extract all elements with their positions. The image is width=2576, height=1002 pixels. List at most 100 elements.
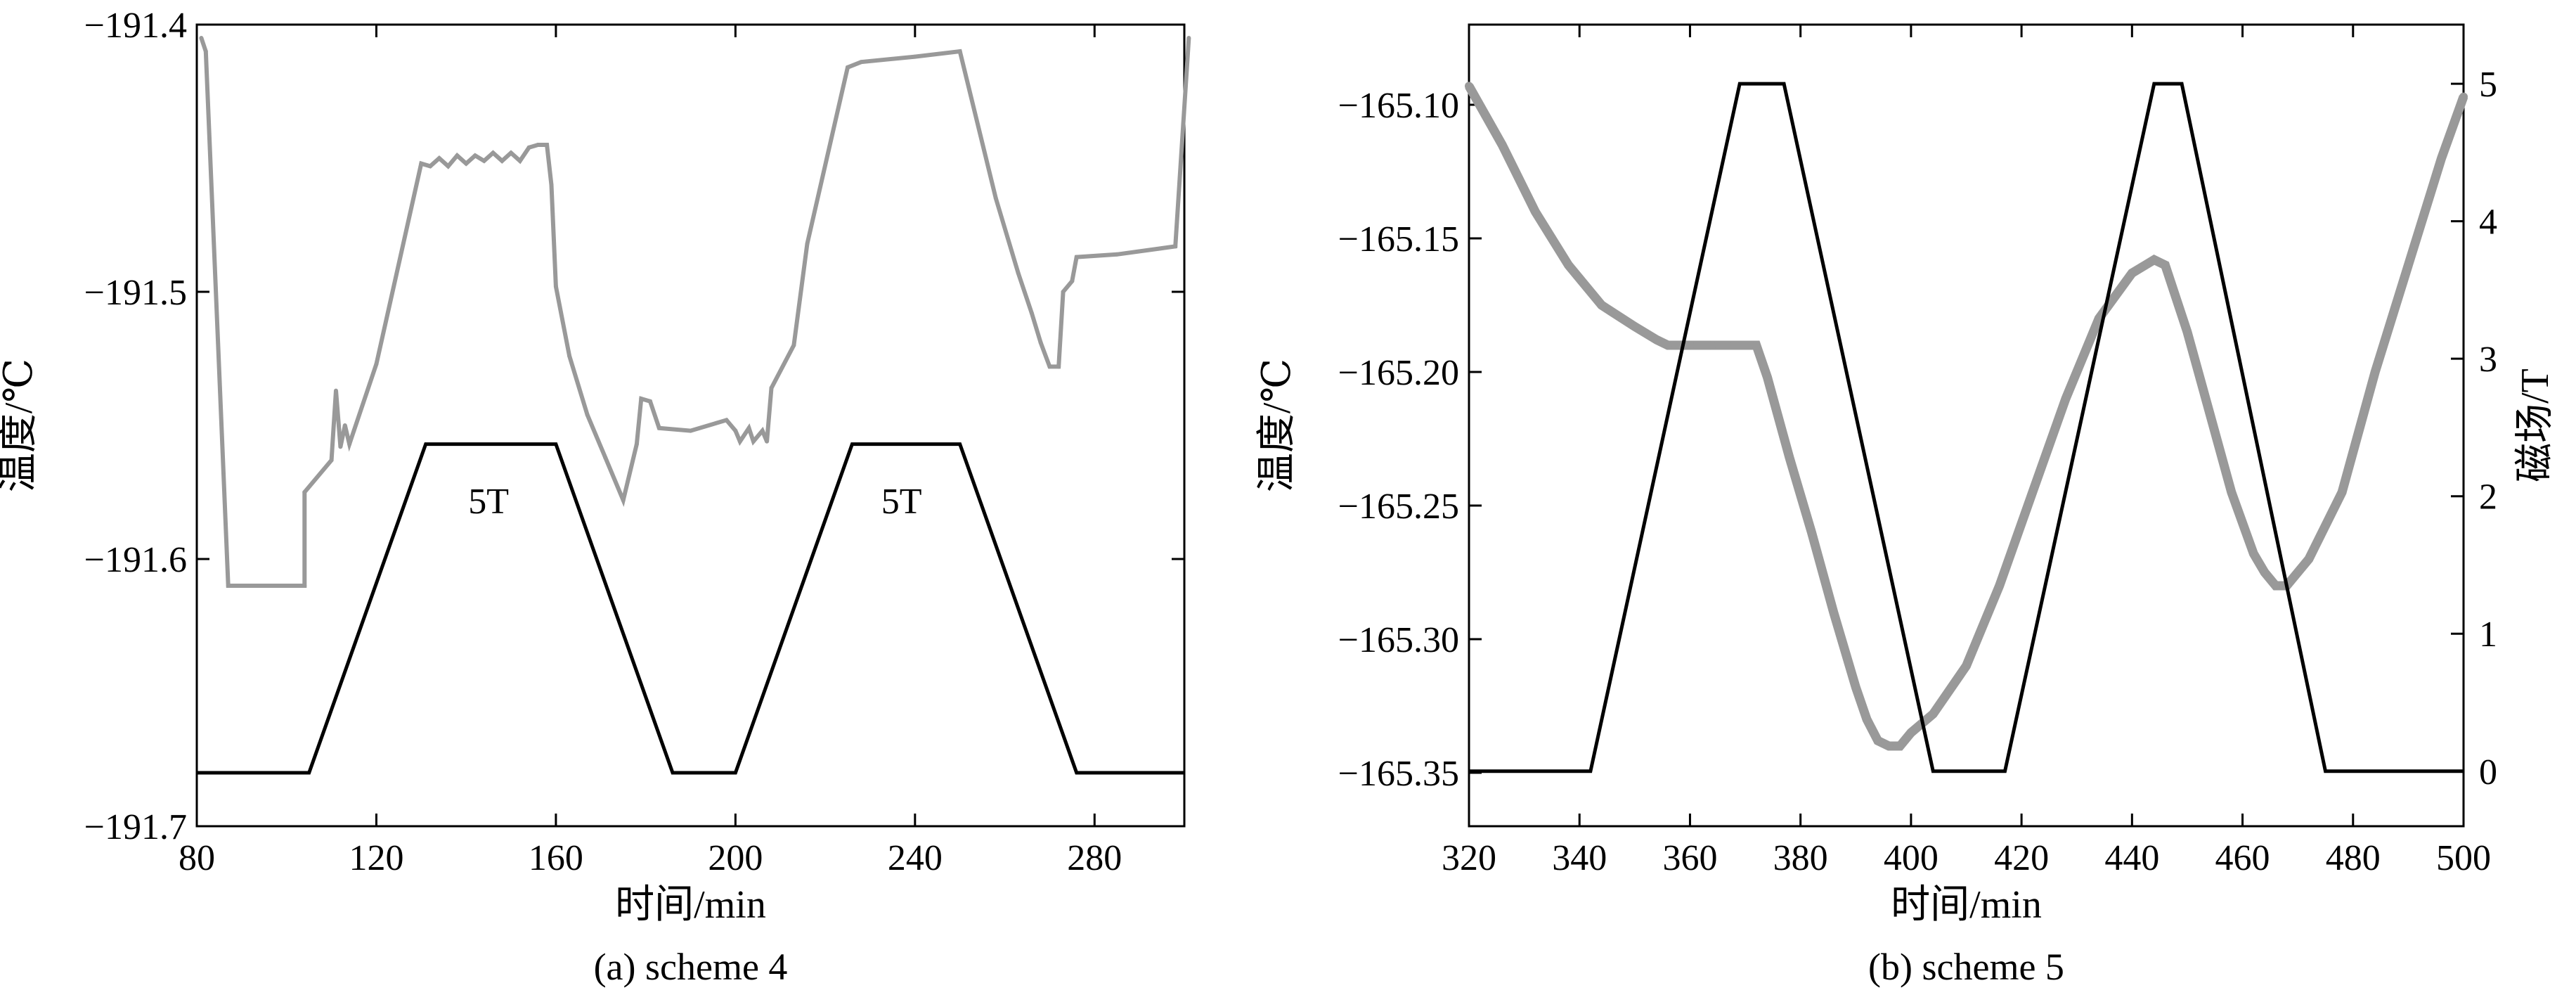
y-tick-label: −165.20 bbox=[1338, 353, 1459, 393]
data-point-temperature bbox=[1630, 322, 1639, 331]
x-tick-label: 380 bbox=[1773, 838, 1828, 878]
data-point-temperature bbox=[199, 36, 204, 40]
y-tick-label: −191.4 bbox=[84, 6, 187, 46]
data-point-temperature bbox=[302, 490, 307, 494]
y2-tick-label: 2 bbox=[2479, 477, 2497, 518]
data-point-temperature bbox=[737, 439, 742, 444]
data-point-temperature bbox=[2437, 154, 2446, 162]
data-point-temperature bbox=[1863, 715, 1871, 724]
data-point-temperature bbox=[805, 241, 810, 246]
data-point-temperature bbox=[436, 156, 441, 160]
data-point-temperature bbox=[1906, 728, 1915, 737]
y-tick-label: −191.7 bbox=[84, 807, 187, 847]
data-point-temperature bbox=[1785, 453, 1794, 462]
x-tick-label: 120 bbox=[349, 838, 403, 878]
data-point-temperature bbox=[481, 158, 486, 163]
data-point-temperature bbox=[1685, 341, 1695, 349]
data-point-temperature bbox=[1597, 301, 1606, 309]
data-point-temperature bbox=[351, 428, 356, 433]
data-point-temperature bbox=[733, 428, 738, 433]
y-tick-label: −165.35 bbox=[1338, 754, 1459, 794]
data-point-temperature bbox=[567, 354, 572, 359]
data-point-temperature bbox=[603, 455, 608, 460]
data-point-temperature bbox=[846, 65, 850, 70]
y-tick-label: −165.30 bbox=[1338, 620, 1459, 660]
data-point-temperature bbox=[791, 343, 796, 347]
data-point-temperature bbox=[1047, 364, 1052, 369]
data-point-temperature bbox=[912, 54, 917, 59]
data-point-temperature bbox=[2205, 408, 2214, 416]
series-line-temperature bbox=[199, 37, 1191, 588]
data-point-temperature bbox=[1884, 742, 1894, 750]
x-tick-label: 360 bbox=[1662, 838, 1717, 878]
data-point-temperature bbox=[2227, 488, 2236, 496]
data-point-temperature bbox=[1763, 373, 1772, 382]
data-point-temperature bbox=[302, 584, 307, 588]
data-point-temperature bbox=[1531, 207, 1540, 216]
data-point-temperature bbox=[746, 425, 751, 430]
data-point-temperature bbox=[419, 161, 424, 166]
data-point-temperature bbox=[765, 439, 770, 444]
data-point-temperature bbox=[2304, 555, 2313, 563]
data-point-temperature bbox=[464, 161, 469, 166]
data-point-temperature bbox=[769, 385, 774, 390]
data-point-temperature bbox=[1851, 683, 1860, 692]
data-point-temperature bbox=[1016, 271, 1021, 276]
data-point-temperature bbox=[1038, 340, 1043, 345]
data-point-temperature bbox=[553, 284, 558, 289]
data-point-temperature bbox=[374, 361, 379, 366]
x-tick-label: 280 bbox=[1067, 838, 1122, 878]
data-point-temperature bbox=[1664, 341, 1672, 349]
x-tick-label: 320 bbox=[1442, 838, 1496, 878]
annotation-5t: 5T bbox=[468, 482, 509, 522]
x-tick-label: 340 bbox=[1552, 838, 1607, 878]
data-point-temperature bbox=[1070, 278, 1075, 283]
data-point-temperature bbox=[957, 49, 962, 53]
chart-scheme-4: 80 120 160 200 240 280 −191.7 −191.6 −191.5 −191.… bbox=[0, 6, 1191, 988]
data-point-temperature bbox=[634, 442, 639, 447]
data-point-temperature bbox=[1061, 290, 1066, 294]
data-point-temperature bbox=[347, 442, 352, 447]
y2-tick-label: 4 bbox=[2479, 203, 2497, 243]
plot-frame bbox=[1468, 23, 2465, 828]
data-point-temperature bbox=[2404, 261, 2413, 269]
data-point-temperature bbox=[2459, 92, 2468, 101]
data-point-temperature bbox=[2062, 394, 2070, 403]
y-tick-label: −165.25 bbox=[1338, 487, 1459, 527]
x-tick-label: 460 bbox=[2215, 838, 2270, 878]
plot-frame bbox=[195, 23, 1186, 828]
data-point-temperature bbox=[2149, 255, 2158, 264]
data-point-temperature bbox=[1498, 141, 1507, 149]
data-point-temperature bbox=[1186, 36, 1191, 40]
x-tick-label: 240 bbox=[888, 838, 943, 878]
y2-tick-label: 0 bbox=[2479, 752, 2497, 792]
y-tick-label: −191.6 bbox=[84, 540, 187, 580]
series-line-magnetic-field bbox=[1469, 82, 2464, 773]
y2-tick-label: 5 bbox=[2479, 65, 2497, 105]
x-tick-label: 440 bbox=[2104, 838, 2159, 878]
data-point-temperature bbox=[338, 444, 343, 449]
data-point-temperature bbox=[428, 164, 433, 169]
y-tick-label: −191.5 bbox=[84, 273, 187, 313]
data-point-temperature bbox=[2182, 328, 2192, 336]
data-point-temperature bbox=[1730, 341, 1739, 349]
data-point-temperature bbox=[1115, 252, 1120, 257]
data-point-temperature bbox=[333, 388, 338, 393]
data-point-temperature bbox=[549, 183, 554, 187]
data-point-temperature bbox=[1929, 709, 1938, 719]
data-point-temperature bbox=[656, 425, 661, 430]
data-point-temperature bbox=[1752, 341, 1761, 349]
data-point-temperature bbox=[2028, 488, 2037, 496]
data-point-temperature bbox=[1652, 335, 1662, 345]
chart-scheme-5: 320 340 360 380 400 420 440 460 480 500−165.35−16… bbox=[1255, 23, 2557, 988]
data-point-temperature bbox=[455, 153, 460, 158]
data-point-temperature bbox=[491, 150, 496, 155]
data-point-temperature bbox=[472, 153, 477, 158]
data-point-temperature bbox=[509, 150, 514, 155]
data-point-temperature bbox=[648, 399, 653, 404]
y-tick-label: −165.15 bbox=[1338, 219, 1459, 259]
data-point-temperature bbox=[226, 584, 231, 588]
x-tick-label: 400 bbox=[1884, 838, 1939, 878]
x-tick-label: 480 bbox=[2326, 838, 2381, 878]
